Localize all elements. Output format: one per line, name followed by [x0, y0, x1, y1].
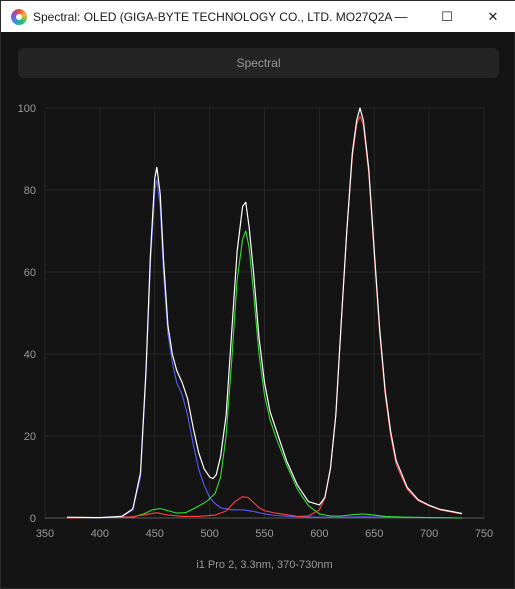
x-tick-label: 700 — [420, 528, 438, 540]
chart-series — [66, 107, 463, 519]
y-tick-label: 20 — [24, 431, 36, 443]
window-title: Spectral: OLED (GIGA-BYTE TECHNOLOGY CO.… — [33, 9, 393, 24]
x-axis-label: i1 Pro 2, 3.3nm, 370-730nm — [196, 559, 332, 571]
chart-axes: 350 400 450 500 550 600 650 700 750 0 20 40 60 80 100 — [18, 103, 494, 540]
window-controls: — ☐ ✕ — [378, 1, 515, 32]
series-line-3 — [66, 107, 463, 519]
chart-grid — [44, 107, 485, 519]
x-tick-label: 350 — [36, 528, 54, 540]
x-tick-label: 750 — [475, 528, 493, 540]
spectral-button[interactable]: Spectral — [18, 48, 499, 78]
y-tick-label: 0 — [30, 513, 36, 525]
x-tick-label: 550 — [255, 528, 273, 540]
y-tick-label: 80 — [24, 185, 36, 197]
x-tick-label: 600 — [310, 528, 328, 540]
app-logo-icon — [11, 8, 27, 25]
maximize-button[interactable]: ☐ — [441, 8, 453, 24]
x-tick-label: 450 — [146, 528, 164, 540]
y-tick-label: 100 — [18, 103, 36, 115]
y-tick-label: 40 — [24, 349, 36, 361]
x-tick-label: 500 — [200, 528, 218, 540]
x-tick-label: 650 — [365, 528, 383, 540]
y-tick-label: 60 — [24, 267, 36, 279]
series-line-1 — [66, 230, 463, 519]
close-button[interactable]: ✕ — [487, 8, 499, 24]
title-bar[interactable]: Spectral: OLED (GIGA-BYTE TECHNOLOGY CO.… — [1, 1, 515, 32]
x-tick-label: 400 — [91, 528, 109, 540]
minimize-button[interactable]: — — [394, 9, 408, 24]
